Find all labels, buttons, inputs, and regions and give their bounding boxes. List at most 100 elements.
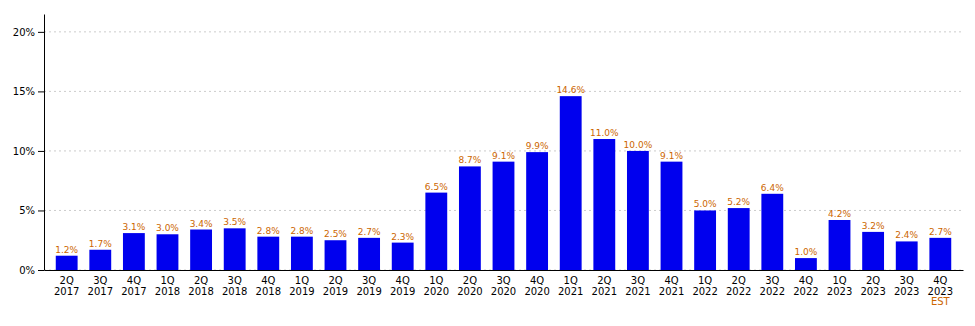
x-tick-label: 2Q2021 [592,275,617,297]
x-tick-label-line: 2022 [692,286,717,297]
x-tick-label-line: 2017 [54,286,79,297]
y-tick: 10% [13,146,44,157]
x-tick-label-line: 2023 [894,286,919,297]
x-tick: 3Q2023 [894,275,919,297]
bar [896,241,918,270]
bar [157,234,179,270]
bar [627,151,649,270]
bar [291,237,313,270]
x-tick-label: 1Q2020 [424,275,449,297]
x-tick-label-line: 2Q [866,275,880,286]
y-tick-mark [38,151,44,152]
bar [89,250,111,270]
data-label: 2.4% [895,230,918,240]
bar [224,228,246,270]
bar [929,238,951,270]
x-tick-label-line: 1Q [295,275,309,286]
x-tick-label-line: 2023 [860,286,885,297]
data-label: 6.4% [761,183,784,193]
bar [694,210,716,270]
x-tick-label-line: 2022 [760,286,785,297]
x-tick-label-line: 2018 [222,286,247,297]
x-tick-label: 4Q2023 [928,275,953,297]
x-tick-label-line: 2020 [457,286,482,297]
x-tick: 2Q2017 [54,275,79,297]
x-tick-label-line: 2018 [188,286,213,297]
bar [392,243,414,270]
x-tick-label-line: 2020 [424,286,449,297]
x-tick-label-line: 4Q [664,275,678,286]
y-tick: 15% [13,86,44,97]
y-tick: 0% [19,265,44,276]
x-tick: 4Q2021 [659,275,684,297]
x-tick-label-line: 2019 [289,286,314,297]
x-tick-label: 4Q2018 [256,275,281,297]
x-tick-label: 1Q2019 [289,275,314,297]
x-tick-label-line: 2022 [793,286,818,297]
bar [526,152,548,270]
x-tick-label: 4Q2017 [121,275,146,297]
x-tick-label-line: 4Q [127,275,141,286]
x-tick-label-line: 2022 [726,286,751,297]
x-tick-label-line: 1Q [698,275,712,286]
x-tick: 4Q2022 [793,275,818,297]
x-tick: 2Q2018 [188,275,213,297]
x-tick-label: 3Q2017 [88,275,113,297]
x-tick-label: 3Q2021 [625,275,650,297]
bar [728,208,750,270]
x-tick-label-line: 1Q [564,275,578,286]
y-tick-label: 0% [19,265,35,276]
x-tick-label: 3Q2022 [760,275,785,297]
x-tick-label: 2Q2020 [457,275,482,297]
x-tick: 4Q2019 [390,275,415,297]
x-tick: 3Q2018 [222,275,247,297]
x-tick: 3Q2020 [491,275,516,297]
x-axis-line [45,270,964,271]
x-tick-label: 2Q2022 [726,275,751,297]
data-label: 1.0% [794,247,817,257]
bar [795,258,817,270]
data-label: 11.0% [590,128,619,138]
data-label: 14.6% [556,85,585,95]
x-tick-label-line: 3Q [93,275,107,286]
bar [358,238,380,270]
x-tick-label: 3Q2019 [356,275,381,297]
x-tick-label-line: 3Q [362,275,376,286]
x-tick-label-line: 4Q [530,275,544,286]
y-tick: 5% [19,205,44,216]
x-tick-label: 2Q2018 [188,275,213,297]
x-tick-label: 1Q2022 [692,275,717,297]
annotations: EST [931,296,951,307]
x-tick-label-line: 2Q [60,275,74,286]
x-tick: 4Q2017 [121,275,146,297]
x-tick-label-line: 2018 [256,286,281,297]
x-tick-label-line: 2023 [827,286,852,297]
data-label: 5.2% [727,197,750,207]
x-tick-label-line: 2Q [194,275,208,286]
x-tick: 3Q2019 [356,275,381,297]
y-axis: 0%5%10%15%20% [13,15,45,276]
x-tick-label: 3Q2020 [491,275,516,297]
x-tick: 3Q2017 [88,275,113,297]
data-labels: 1.2%1.7%3.1%3.0%3.4%3.5%2.8%2.8%2.5%2.7%… [55,85,952,257]
x-tick-label: 3Q2018 [222,275,247,297]
data-label: 3.0% [156,223,179,233]
x-tick: 3Q2021 [625,275,650,297]
x-tick-label-line: 3Q [900,275,914,286]
x-tick: 1Q2020 [424,275,449,297]
bar [761,194,783,270]
bar [425,193,447,270]
grid [44,32,963,270]
bar [257,237,279,270]
bar [829,220,851,270]
x-tick-label-line: 2019 [390,286,415,297]
x-tick: 4Q2020 [524,275,549,297]
x-tick-label: 2Q2023 [860,275,885,297]
x-tick: 2Q2019 [323,275,348,297]
x-tick: 1Q2021 [558,275,583,297]
x-tick-label-line: 2Q [328,275,342,286]
data-label: 3.4% [190,219,213,229]
x-tick: 1Q2023 [827,275,852,297]
x-tick: 2Q2022 [726,275,751,297]
data-label: 5.0% [694,199,717,209]
